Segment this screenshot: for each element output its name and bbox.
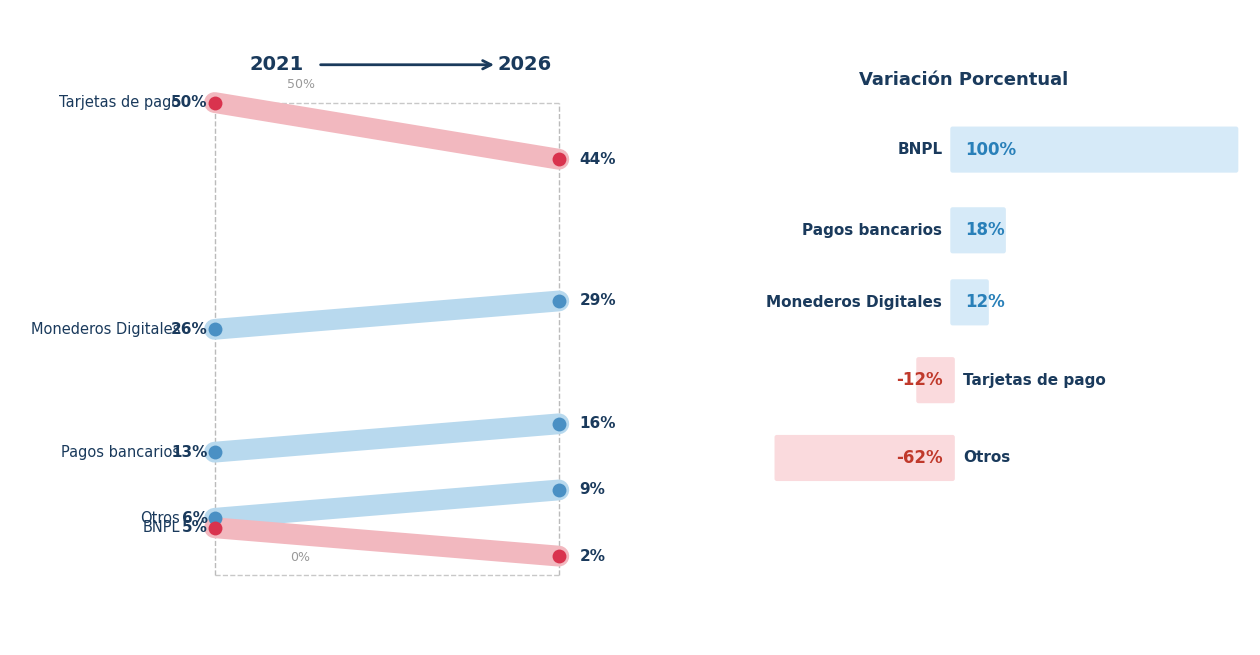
Text: 16%: 16% (580, 417, 616, 431)
Text: -12%: -12% (896, 371, 942, 389)
Text: 50%: 50% (286, 78, 315, 91)
Text: 9%: 9% (580, 483, 605, 497)
Text: Otros: Otros (140, 511, 180, 526)
Text: 2021: 2021 (249, 55, 304, 74)
Text: Pagos bancarios: Pagos bancarios (60, 445, 180, 460)
Point (204, 98, 224, 108)
Point (548, 419, 568, 429)
Text: BNPL: BNPL (897, 142, 942, 157)
Text: 100%: 100% (965, 141, 1016, 159)
FancyBboxPatch shape (950, 279, 989, 326)
Text: Pagos bancarios: Pagos bancarios (803, 223, 942, 238)
FancyBboxPatch shape (950, 126, 1239, 173)
Point (204, 523, 224, 533)
Text: BNPL: BNPL (142, 520, 180, 535)
Point (548, 296, 568, 307)
Text: 2026: 2026 (498, 55, 552, 74)
Text: Otros: Otros (963, 451, 1011, 466)
Point (548, 154, 568, 164)
Text: 44%: 44% (580, 152, 616, 167)
Text: 13%: 13% (171, 445, 208, 460)
Point (548, 551, 568, 561)
Text: Variación Porcentual: Variación Porcentual (859, 71, 1068, 90)
Text: Monederos Digitales: Monederos Digitales (766, 295, 942, 310)
Text: 6%: 6% (181, 511, 208, 526)
Text: 18%: 18% (965, 221, 1004, 239)
Text: -62%: -62% (896, 449, 942, 467)
Text: 29%: 29% (580, 293, 616, 309)
Text: Tarjetas de pago: Tarjetas de pago (59, 95, 180, 110)
Text: 12%: 12% (965, 293, 1004, 311)
Text: 0%: 0% (291, 551, 311, 564)
Text: 5%: 5% (181, 520, 208, 535)
Text: 26%: 26% (171, 322, 208, 337)
FancyBboxPatch shape (950, 207, 1005, 253)
Point (204, 324, 224, 335)
FancyBboxPatch shape (916, 357, 955, 403)
FancyBboxPatch shape (775, 435, 955, 481)
Text: Monederos Digitales: Monederos Digitales (30, 322, 180, 337)
Point (204, 513, 224, 523)
Text: Tarjetas de pago: Tarjetas de pago (963, 373, 1105, 388)
Point (204, 447, 224, 457)
Text: 2%: 2% (580, 549, 606, 563)
Point (548, 485, 568, 495)
Text: 50%: 50% (171, 95, 208, 110)
